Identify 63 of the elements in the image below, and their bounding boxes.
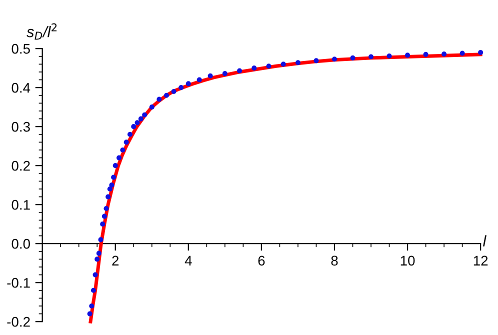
point <box>100 222 106 227</box>
x-tick-label: 8 <box>331 256 338 266</box>
y-tick-label: 0.5 <box>12 44 30 54</box>
point <box>423 52 428 57</box>
point <box>295 60 300 66</box>
x-tick-label: 4 <box>184 256 192 266</box>
point <box>98 237 104 242</box>
point <box>266 64 272 69</box>
point <box>478 50 484 56</box>
point <box>134 120 140 126</box>
x-tick-label: 2 <box>112 256 119 266</box>
point <box>405 52 410 58</box>
y-tick-label: 0.4 <box>12 82 30 93</box>
point <box>112 163 118 168</box>
point <box>156 96 162 102</box>
y-axis-title: s$_{D}$/l$^{2}$ <box>26 23 57 40</box>
point <box>109 182 114 188</box>
point <box>120 147 126 153</box>
point <box>368 54 374 60</box>
x-tick-label: 6 <box>258 256 265 266</box>
point <box>178 85 184 90</box>
point <box>87 311 92 316</box>
point <box>104 206 109 212</box>
point <box>92 272 98 278</box>
point <box>280 62 286 67</box>
y-tick-label: -0.1 <box>7 278 30 288</box>
point <box>142 112 148 118</box>
point <box>460 50 465 56</box>
point <box>164 92 170 98</box>
point <box>149 104 154 110</box>
point <box>186 81 191 86</box>
point <box>442 52 447 57</box>
point <box>252 66 257 71</box>
point <box>127 132 133 137</box>
point <box>94 256 100 262</box>
point <box>116 155 122 160</box>
point <box>386 53 392 59</box>
point <box>237 68 242 74</box>
point <box>314 58 319 64</box>
x-tick-label: 10 <box>400 256 415 266</box>
y-tick-label: -0.2 <box>7 316 30 327</box>
point <box>222 71 228 76</box>
y-tick-label: 0.0 <box>12 238 30 249</box>
point <box>131 124 136 130</box>
point <box>332 56 338 62</box>
x-axis-title: l <box>483 235 486 246</box>
point <box>89 303 94 309</box>
y-tick-label: 0.2 <box>12 160 30 171</box>
point <box>106 194 111 200</box>
point <box>124 140 129 145</box>
point <box>208 73 213 78</box>
point <box>196 77 202 82</box>
point <box>171 88 176 94</box>
point <box>111 174 116 180</box>
y-tick-label: 0.3 <box>12 122 30 132</box>
point <box>350 55 356 60</box>
point <box>102 214 107 219</box>
x-tick-label: 12 <box>474 256 488 266</box>
point <box>107 186 112 192</box>
point <box>90 288 96 293</box>
point <box>138 116 144 122</box>
point <box>96 250 102 256</box>
y-tick-label: 0.1 <box>12 200 30 210</box>
